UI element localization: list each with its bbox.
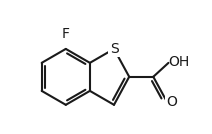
Text: OH: OH [169, 55, 190, 69]
Text: O: O [166, 95, 177, 109]
Text: F: F [62, 27, 70, 41]
Text: S: S [110, 42, 118, 56]
